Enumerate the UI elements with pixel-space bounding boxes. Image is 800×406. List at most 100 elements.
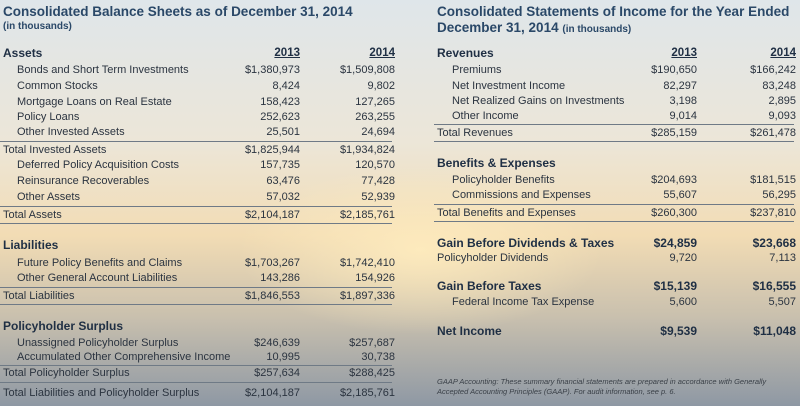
row-label: Commissions and Expenses bbox=[452, 189, 591, 201]
row-label: Policyholder Dividends bbox=[437, 252, 549, 264]
row-label: Policy Loans bbox=[17, 111, 80, 123]
row-label: Net Realized Gains on Investments bbox=[452, 95, 625, 107]
cell-value: $16,555 bbox=[752, 279, 796, 293]
cell-value: 24,694 bbox=[361, 126, 395, 138]
cell-value: 56,295 bbox=[762, 189, 796, 201]
cell-value: $261,478 bbox=[750, 127, 796, 139]
cell-value: 127,265 bbox=[355, 96, 395, 108]
row-label: Total Benefits and Expenses bbox=[437, 207, 576, 219]
row-label: Net Income bbox=[437, 324, 502, 338]
cell-value: 9,093 bbox=[768, 110, 796, 122]
cell-value: 9,014 bbox=[669, 110, 697, 122]
row-label: Policyholder Surplus bbox=[3, 319, 124, 333]
cell-value: 30,738 bbox=[361, 351, 395, 363]
row-label: Assets bbox=[3, 46, 43, 60]
footnote: GAAP Accounting: These summary financial… bbox=[437, 377, 767, 396]
row-label: Policyholder Benefits bbox=[452, 174, 555, 186]
cell-value: 143,286 bbox=[260, 272, 300, 284]
row-label: Total Liabilities bbox=[3, 290, 75, 302]
cell-value: 77,428 bbox=[361, 175, 395, 187]
column-header: 2014 bbox=[770, 47, 796, 59]
divider bbox=[0, 206, 392, 207]
row-label: Benefits & Expenses bbox=[437, 156, 556, 170]
title: Consolidated Statements of Income for th… bbox=[437, 4, 790, 19]
cell-value: 7,113 bbox=[769, 252, 796, 264]
cell-value: 2,895 bbox=[768, 95, 796, 107]
cell-value: 9,802 bbox=[367, 80, 395, 92]
row-label: Net Investment Income bbox=[452, 80, 566, 92]
row-label: Premiums bbox=[452, 64, 502, 76]
cell-value: $24,859 bbox=[653, 236, 697, 250]
cell-value: 158,423 bbox=[260, 96, 300, 108]
cell-value: $257,634 bbox=[254, 367, 300, 379]
divider bbox=[0, 223, 392, 224]
cell-value: $204,693 bbox=[651, 174, 697, 186]
cell-value: 5,507 bbox=[768, 296, 796, 308]
title: Consolidated Balance Sheets as of Decemb… bbox=[3, 4, 353, 19]
cell-value: $246,639 bbox=[254, 337, 300, 349]
cell-value: $11,048 bbox=[753, 324, 796, 338]
row-label: Common Stocks bbox=[17, 80, 98, 92]
cell-value: 25,501 bbox=[266, 126, 300, 138]
cell-value: 263,255 bbox=[355, 111, 395, 123]
row-label: Deferred Policy Acquisition Costs bbox=[17, 159, 180, 171]
column-header: 2013 bbox=[274, 47, 300, 59]
row-label: Revenues bbox=[437, 46, 494, 60]
title-line: December 31, 2014 bbox=[437, 20, 559, 35]
divider bbox=[434, 124, 794, 125]
cell-value: 55,607 bbox=[663, 189, 697, 201]
cell-value: $1,509,808 bbox=[339, 64, 395, 76]
divider bbox=[0, 141, 392, 142]
cell-value: $1,846,553 bbox=[244, 290, 300, 302]
cell-value: $257,687 bbox=[349, 337, 395, 349]
row-label: Other Assets bbox=[17, 191, 80, 203]
cell-value: 8,424 bbox=[272, 80, 300, 92]
cell-value: $23,668 bbox=[752, 236, 796, 250]
cell-value: $285,159 bbox=[651, 127, 697, 139]
column-header: 2013 bbox=[671, 47, 697, 59]
row-label: Total Policyholder Surplus bbox=[3, 367, 130, 379]
row-label: Total Revenues bbox=[437, 127, 513, 139]
subtitle: (in thousands) bbox=[3, 21, 72, 32]
row-label: Bonds and Short Term Investments bbox=[17, 64, 189, 76]
cell-value: $9,539 bbox=[660, 324, 697, 338]
cell-value: 3,198 bbox=[669, 95, 697, 107]
cell-value: 9,720 bbox=[669, 252, 697, 264]
row-label: Total Invested Assets bbox=[3, 144, 107, 156]
cell-value: 83,248 bbox=[762, 80, 796, 92]
row-label: Liabilities bbox=[3, 238, 59, 252]
divider bbox=[0, 382, 392, 383]
row-label: Gain Before Dividends & Taxes bbox=[437, 236, 615, 250]
cell-value: $260,300 bbox=[651, 207, 697, 219]
cell-value: $190,650 bbox=[651, 64, 697, 76]
row-label: Total Assets bbox=[3, 209, 62, 221]
divider bbox=[0, 304, 392, 305]
row-label: Other Invested Assets bbox=[17, 126, 125, 138]
row-label: Mortgage Loans on Real Estate bbox=[17, 96, 172, 108]
row-label: Other General Account Liabilities bbox=[17, 272, 178, 284]
cell-value: 10,995 bbox=[266, 351, 300, 363]
cell-value: $1,380,973 bbox=[244, 64, 300, 76]
cell-value: 252,623 bbox=[260, 111, 300, 123]
row-label: Reinsurance Recoverables bbox=[17, 175, 150, 187]
cell-value: 52,939 bbox=[361, 191, 395, 203]
cell-value: $288,425 bbox=[349, 367, 395, 379]
column-header: 2014 bbox=[369, 47, 395, 59]
cell-value: $1,703,267 bbox=[244, 257, 300, 269]
divider bbox=[434, 204, 794, 205]
cell-value: 63,476 bbox=[266, 175, 300, 187]
cell-value: 157,735 bbox=[260, 159, 300, 171]
cell-value: $1,825,944 bbox=[244, 144, 300, 156]
cell-value: $181,515 bbox=[750, 174, 796, 186]
divider bbox=[0, 287, 392, 288]
cell-value: $166,242 bbox=[750, 64, 796, 76]
row-label: Unassigned Policyholder Surplus bbox=[17, 337, 179, 349]
cell-value: $237,810 bbox=[750, 207, 796, 219]
cell-value: $1,897,336 bbox=[339, 290, 395, 302]
row-label: Accumulated Other Comprehensive Income bbox=[17, 351, 231, 363]
subtitle: (in thousands) bbox=[562, 24, 632, 35]
cell-value: $2,185,761 bbox=[339, 387, 395, 399]
cell-value: $2,104,187 bbox=[244, 209, 300, 221]
row-label: Total Liabilities and Policyholder Surpl… bbox=[3, 387, 200, 399]
